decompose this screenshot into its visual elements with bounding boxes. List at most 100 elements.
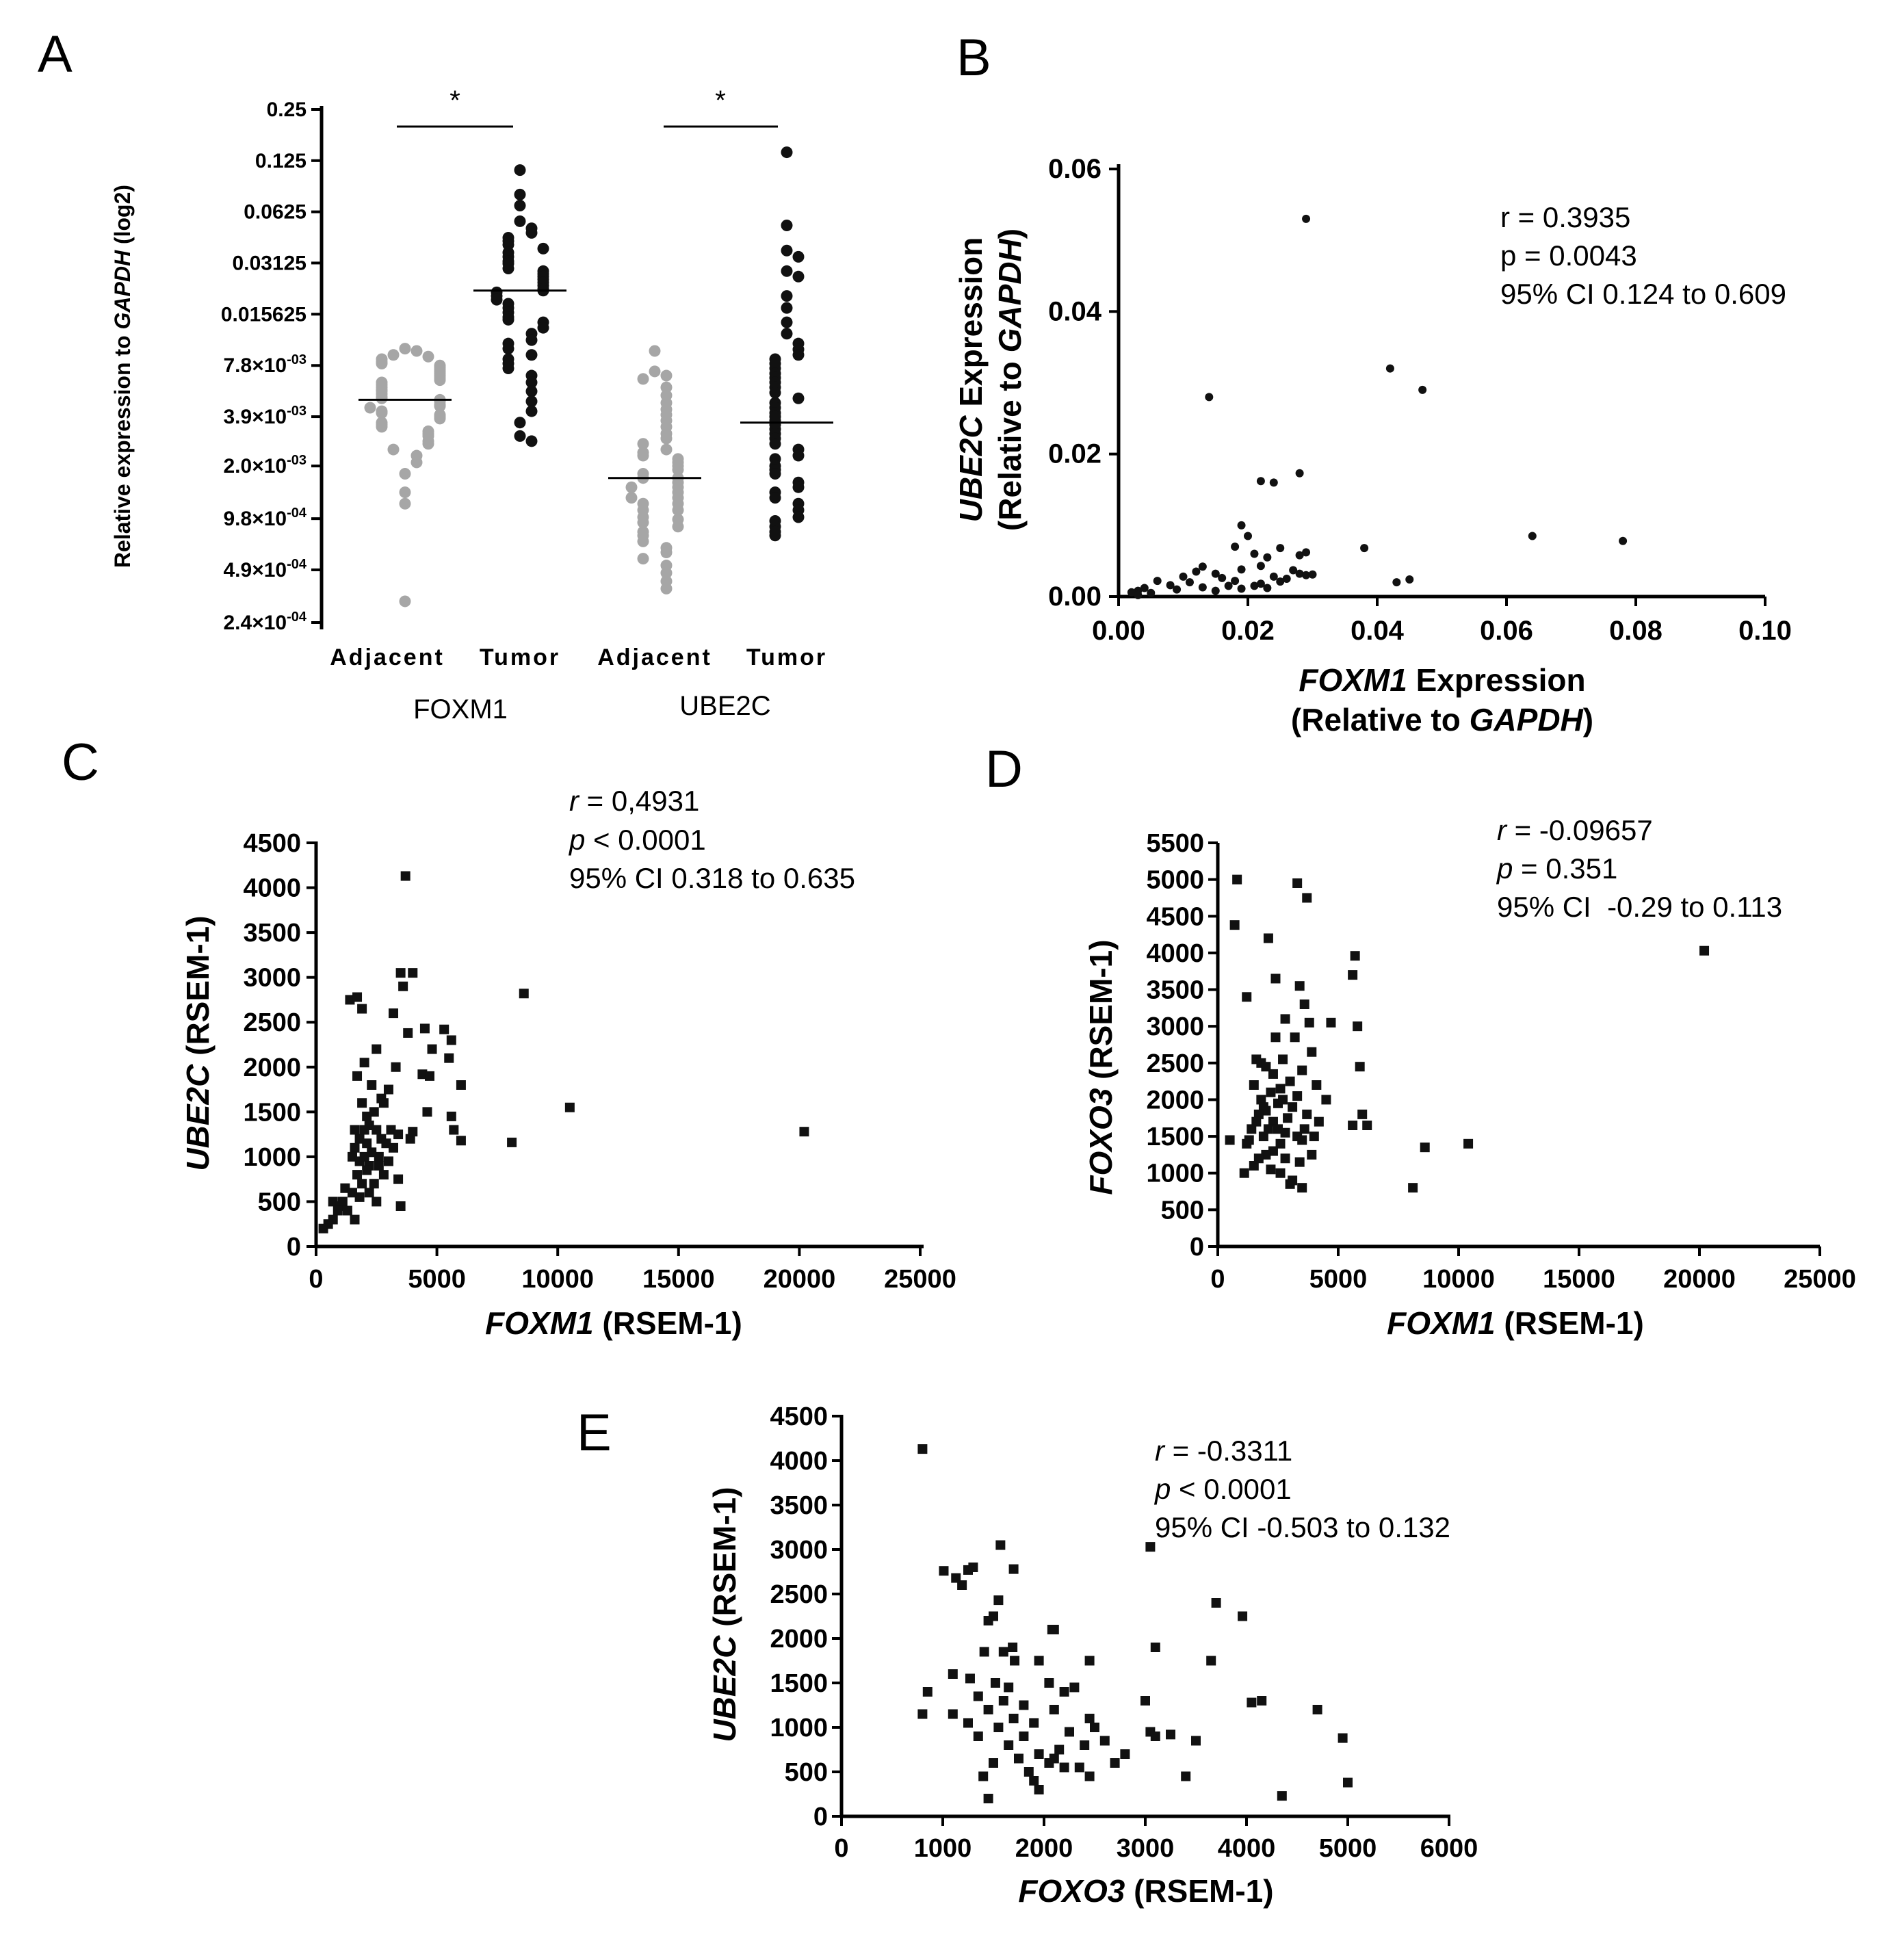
data-point — [1224, 581, 1233, 590]
data-point — [781, 244, 793, 257]
data-point — [507, 1137, 517, 1147]
data-point — [347, 1151, 357, 1162]
data-point — [1250, 549, 1259, 558]
data-point — [939, 1566, 949, 1576]
panel-b-y-tick-label: 0.00 — [1048, 581, 1101, 612]
data-point — [973, 1732, 983, 1741]
panel-e-scatter: 0 1000 2000 3000 4000 5000 6000 0 500 10… — [707, 1402, 1478, 1909]
panel-e-stat-p: p < 0.0001 — [1153, 1473, 1292, 1505]
panel-a-y-tick-label: 2.4×10-04 — [224, 610, 307, 634]
data-point — [1198, 562, 1207, 571]
panel-b-x-tick-label: 0.04 — [1351, 616, 1405, 646]
data-point — [1289, 566, 1298, 575]
panel-e-x-tick-label: 4000 — [1218, 1834, 1276, 1863]
data-point — [637, 553, 649, 565]
data-point — [792, 349, 805, 361]
panel-e-x-tick-label: 0 — [834, 1834, 848, 1863]
data-point — [792, 270, 805, 283]
data-point — [965, 1673, 975, 1684]
data-point — [769, 438, 781, 450]
data-point — [525, 395, 538, 408]
panel-d-y-tick-label: 2500 — [1146, 1049, 1204, 1078]
panel-c-y-tick-label: 4000 — [243, 874, 301, 903]
data-point — [422, 438, 434, 450]
data-point — [1258, 1132, 1268, 1142]
data-point — [1350, 951, 1360, 961]
panel-d-y-tick-label: 3500 — [1146, 976, 1204, 1005]
data-point — [1304, 1017, 1314, 1028]
data-point — [1211, 1598, 1221, 1608]
data-point — [637, 438, 649, 450]
data-point — [1166, 581, 1175, 590]
data-point — [781, 302, 793, 314]
data-point — [957, 1580, 967, 1590]
data-point — [769, 468, 781, 480]
data-point — [769, 387, 781, 399]
data-point — [1211, 569, 1220, 578]
data-point — [1348, 1121, 1358, 1130]
data-point — [1247, 1124, 1257, 1134]
data-point — [1302, 548, 1311, 557]
data-point — [357, 1004, 367, 1014]
data-point — [1326, 1017, 1336, 1028]
data-point — [514, 188, 526, 200]
panel-b-points — [1127, 214, 1628, 599]
panel-b-y-ticks — [1109, 168, 1119, 598]
data-point — [1266, 1164, 1276, 1175]
data-point — [1099, 1736, 1110, 1746]
panel-c-x-tick-label: 5000 — [408, 1265, 466, 1294]
data-point — [983, 1794, 993, 1803]
panel-e-stat-ci: 95% CI -0.503 to 0.132 — [1155, 1511, 1450, 1543]
panel-a-y-tick-label: 3.9×10-03 — [224, 404, 307, 428]
data-point — [995, 1540, 1006, 1550]
panel-b-x-tick-label: 0.00 — [1092, 616, 1145, 646]
panel-c-stat-ci: 95% CI 0.318 to 0.635 — [569, 862, 855, 894]
data-point — [1314, 1116, 1324, 1127]
panel-a-y-tick-label: 0.015625 — [221, 303, 307, 326]
data-point — [1295, 551, 1304, 560]
panel-e-y-tick-label: 2500 — [770, 1580, 828, 1609]
data-point — [1231, 577, 1240, 586]
data-point — [1237, 584, 1246, 593]
data-point — [1179, 572, 1188, 581]
panel-label-b: B — [956, 29, 991, 87]
panel-c-scatter: 0 5000 10000 15000 20000 25000 0 500 100… — [180, 785, 956, 1341]
data-point — [332, 1205, 343, 1216]
data-point — [1290, 1032, 1300, 1043]
panel-c-y-axis-title: UBE2C (RSEM-1) — [180, 915, 216, 1171]
data-point — [1253, 1153, 1264, 1164]
data-point — [381, 1138, 391, 1149]
panel-e-x-tick-labels: 0 1000 2000 3000 4000 5000 6000 — [834, 1834, 1478, 1863]
data-point — [1294, 1157, 1305, 1167]
data-point — [1150, 1732, 1160, 1741]
panel-b-x-tick-label: 0.02 — [1221, 616, 1275, 646]
panel-a-y-axis-title: Relative expression to GAPDH (log2) — [110, 185, 135, 568]
data-point — [374, 1161, 384, 1171]
data-point — [1249, 1161, 1259, 1171]
data-point — [328, 1197, 338, 1207]
data-point — [1285, 1179, 1295, 1189]
data-point — [1237, 565, 1246, 574]
panel-b-x-axis-subtitle: (Relative to GAPDH) — [1291, 702, 1593, 737]
data-point — [1280, 1153, 1290, 1164]
data-point — [1312, 1705, 1322, 1714]
data-point — [1206, 1656, 1216, 1666]
data-point — [1244, 532, 1252, 540]
data-point — [1308, 570, 1317, 579]
data-point — [399, 343, 411, 355]
data-point — [625, 492, 638, 504]
panel-a-y-tick-label: 0.0625 — [244, 201, 307, 224]
significance-star-ube2c: * — [715, 86, 726, 116]
data-point — [1237, 521, 1246, 530]
panel-e-x-tick-label: 1000 — [914, 1834, 972, 1863]
data-point — [514, 200, 526, 212]
data-point — [1699, 945, 1710, 956]
data-point — [1238, 1611, 1248, 1621]
data-point — [769, 530, 781, 542]
data-point — [792, 511, 805, 523]
panel-b-x-tick-label: 0.10 — [1738, 616, 1792, 646]
panel-e-points — [917, 1444, 1353, 1803]
data-point — [537, 242, 549, 254]
data-point — [917, 1709, 928, 1719]
panel-b-x-tick-label: 0.06 — [1480, 616, 1533, 646]
